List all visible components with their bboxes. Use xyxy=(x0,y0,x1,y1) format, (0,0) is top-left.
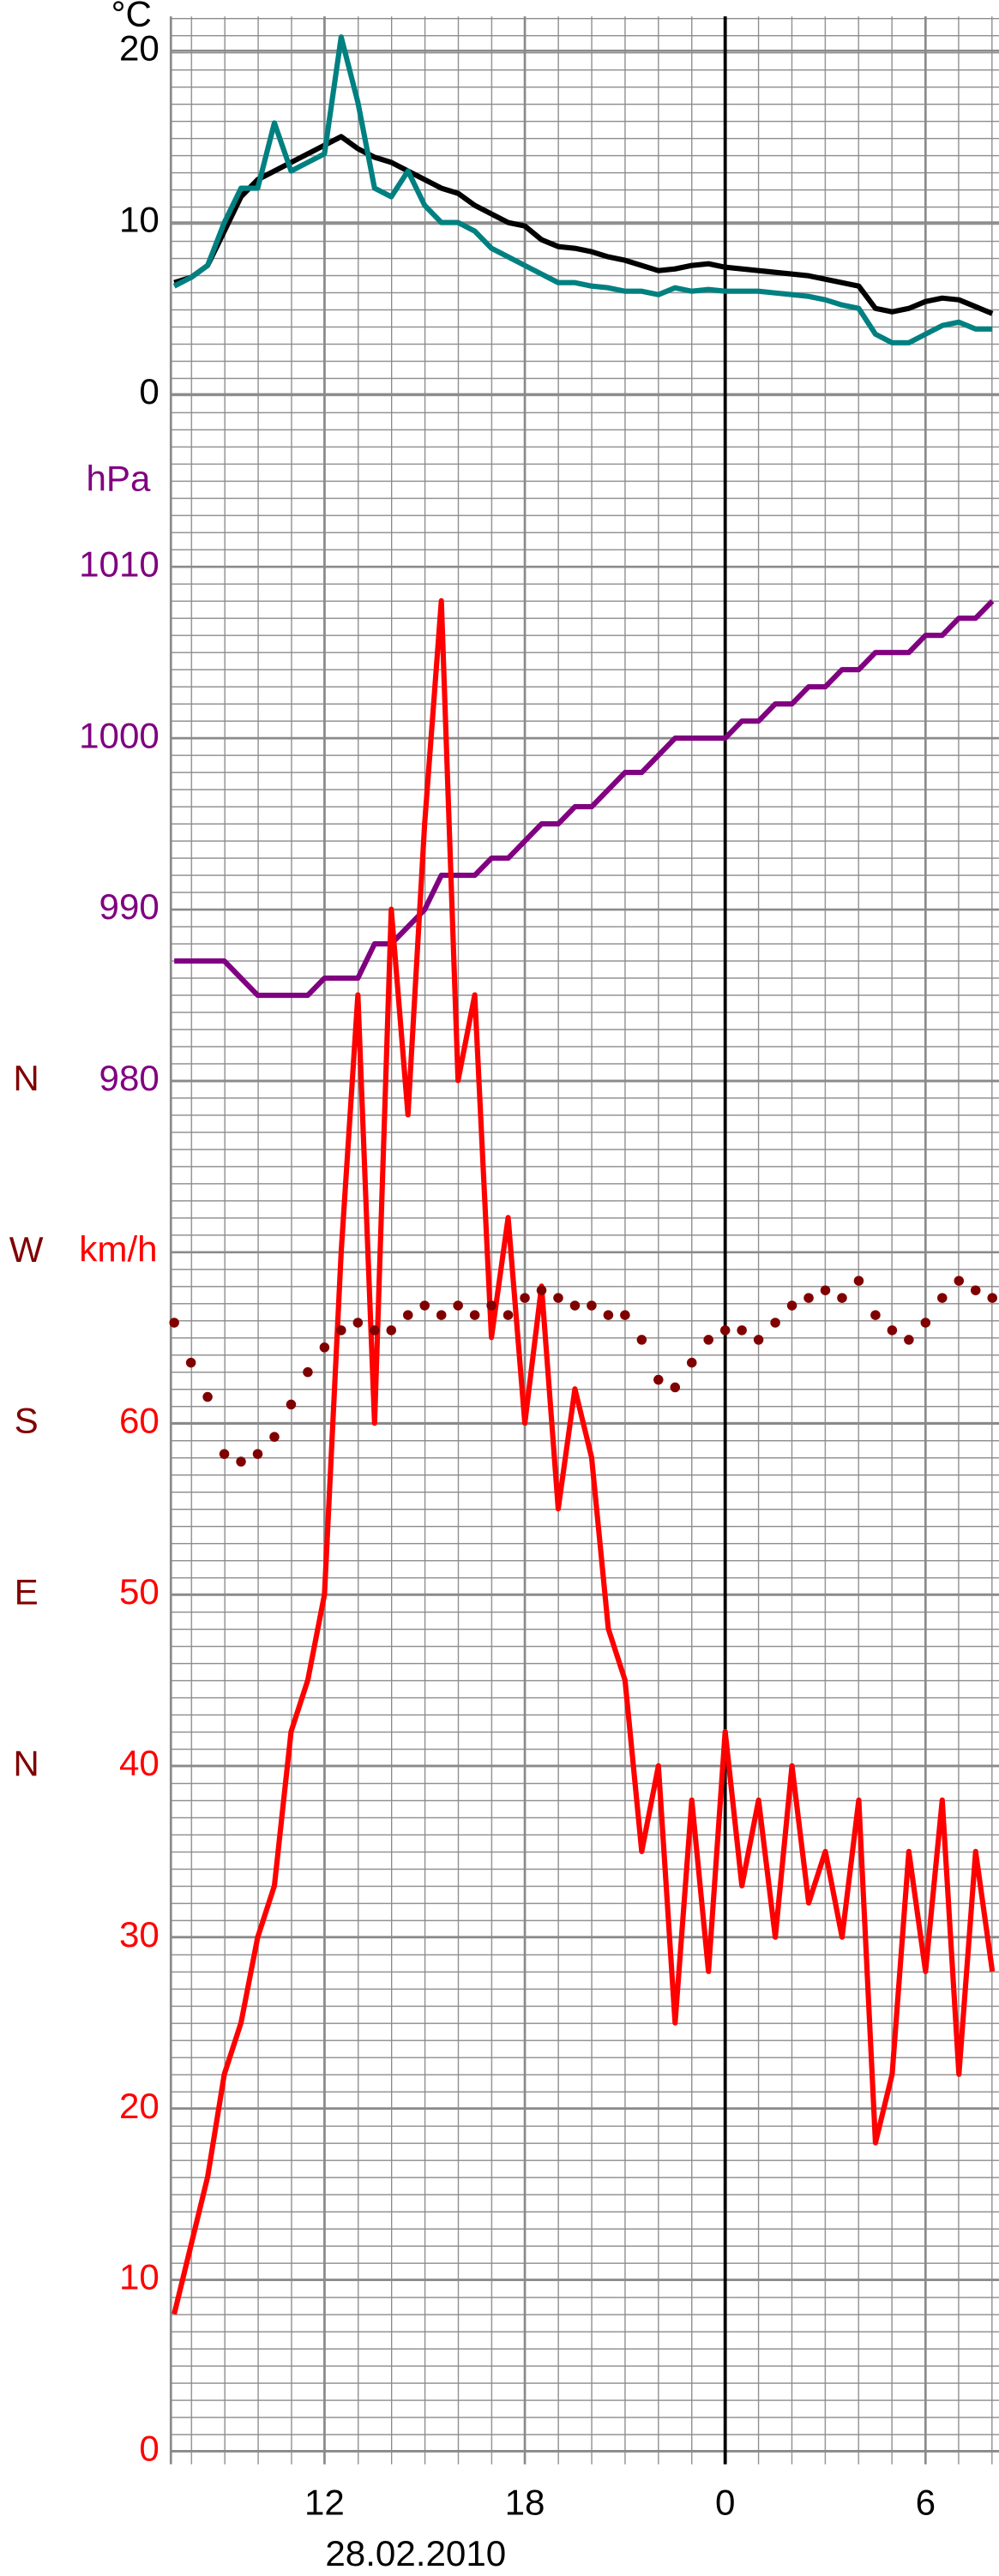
data-point xyxy=(202,1391,213,1402)
data-point xyxy=(536,1285,547,1295)
data-point xyxy=(236,1456,246,1467)
y-tick-label: 60 xyxy=(119,1400,159,1440)
data-point xyxy=(453,1300,463,1311)
y-tick-label: 980 xyxy=(99,1058,159,1098)
data-point xyxy=(987,1293,997,1303)
data-line xyxy=(173,134,994,316)
y-tick-label: 1000 xyxy=(79,715,159,755)
x-tick-label: 6 xyxy=(916,2483,936,2523)
data-point xyxy=(686,1357,697,1368)
data-point xyxy=(219,1449,230,1459)
data-point xyxy=(703,1335,713,1345)
y-tick-label: 990 xyxy=(99,886,159,927)
y-tick-label: S xyxy=(15,1401,39,1441)
y-tick-label: 50 xyxy=(119,1571,159,1612)
data-point xyxy=(753,1335,764,1345)
data-point xyxy=(636,1335,647,1345)
y-tick-label: 20 xyxy=(119,2086,159,2126)
y-tick-label: 10 xyxy=(119,200,159,240)
y-tick-label: E xyxy=(15,1572,39,1612)
data-point xyxy=(370,1325,380,1336)
data-point xyxy=(569,1300,581,1311)
data-point xyxy=(620,1310,630,1320)
data-point xyxy=(352,1318,364,1328)
x-axis-label: 28.02.2010 xyxy=(325,2533,506,2573)
data-point xyxy=(737,1325,747,1336)
y-axis-label: km/h xyxy=(79,1228,157,1269)
data-line xyxy=(172,34,993,345)
data-point xyxy=(469,1310,480,1320)
data-point xyxy=(436,1310,447,1320)
y-tick-label: 40 xyxy=(119,1743,159,1783)
data-point xyxy=(937,1293,948,1303)
data-point xyxy=(920,1318,931,1328)
data-line xyxy=(174,599,995,999)
x-tick-label: 18 xyxy=(505,2483,545,2523)
data-point xyxy=(954,1276,965,1286)
data-point xyxy=(670,1382,681,1393)
data-point xyxy=(269,1432,280,1442)
y-tick-label: N xyxy=(13,1058,39,1098)
data-point xyxy=(587,1300,597,1311)
y-tick-label: W xyxy=(9,1229,44,1270)
data-point xyxy=(653,1374,664,1385)
y-tick-label: 20 xyxy=(119,27,159,68)
x-tick-label: 0 xyxy=(715,2483,735,2523)
y-axis-label: hPa xyxy=(86,459,151,499)
data-point xyxy=(319,1342,330,1353)
data-point xyxy=(185,1357,196,1368)
data-point xyxy=(286,1399,297,1410)
data-point xyxy=(853,1276,864,1286)
data-point xyxy=(970,1285,981,1295)
data-point xyxy=(419,1300,430,1311)
data-point xyxy=(252,1449,263,1459)
x-tick-label: 12 xyxy=(304,2483,345,2523)
data-point xyxy=(786,1300,797,1311)
data-point xyxy=(904,1335,914,1345)
minor-grid xyxy=(171,16,999,2465)
data-point xyxy=(887,1325,898,1336)
data-point xyxy=(520,1293,530,1303)
y-axis-label: °C xyxy=(111,0,152,33)
y-tick-label: 0 xyxy=(139,2428,159,2468)
data-point xyxy=(403,1310,413,1320)
data-point xyxy=(336,1325,346,1336)
y-tick-label: 1010 xyxy=(79,543,159,584)
data-point xyxy=(837,1293,847,1303)
y-tick-label: 0 xyxy=(139,371,159,411)
data-line xyxy=(172,597,996,2315)
data-point xyxy=(553,1293,563,1303)
data-point xyxy=(386,1325,397,1336)
y-tick-label: 30 xyxy=(119,1914,159,1955)
data-point xyxy=(820,1285,831,1295)
data-point xyxy=(169,1318,179,1328)
data-point xyxy=(870,1310,881,1320)
data-point xyxy=(719,1325,731,1336)
data-point xyxy=(603,1310,614,1320)
data-point xyxy=(770,1318,780,1328)
y-tick-label: 10 xyxy=(119,2257,159,2297)
data-point xyxy=(503,1310,514,1320)
data-point xyxy=(303,1366,313,1378)
data-point xyxy=(803,1293,814,1303)
y-tick-label: N xyxy=(13,1743,39,1783)
data-point xyxy=(486,1300,496,1311)
